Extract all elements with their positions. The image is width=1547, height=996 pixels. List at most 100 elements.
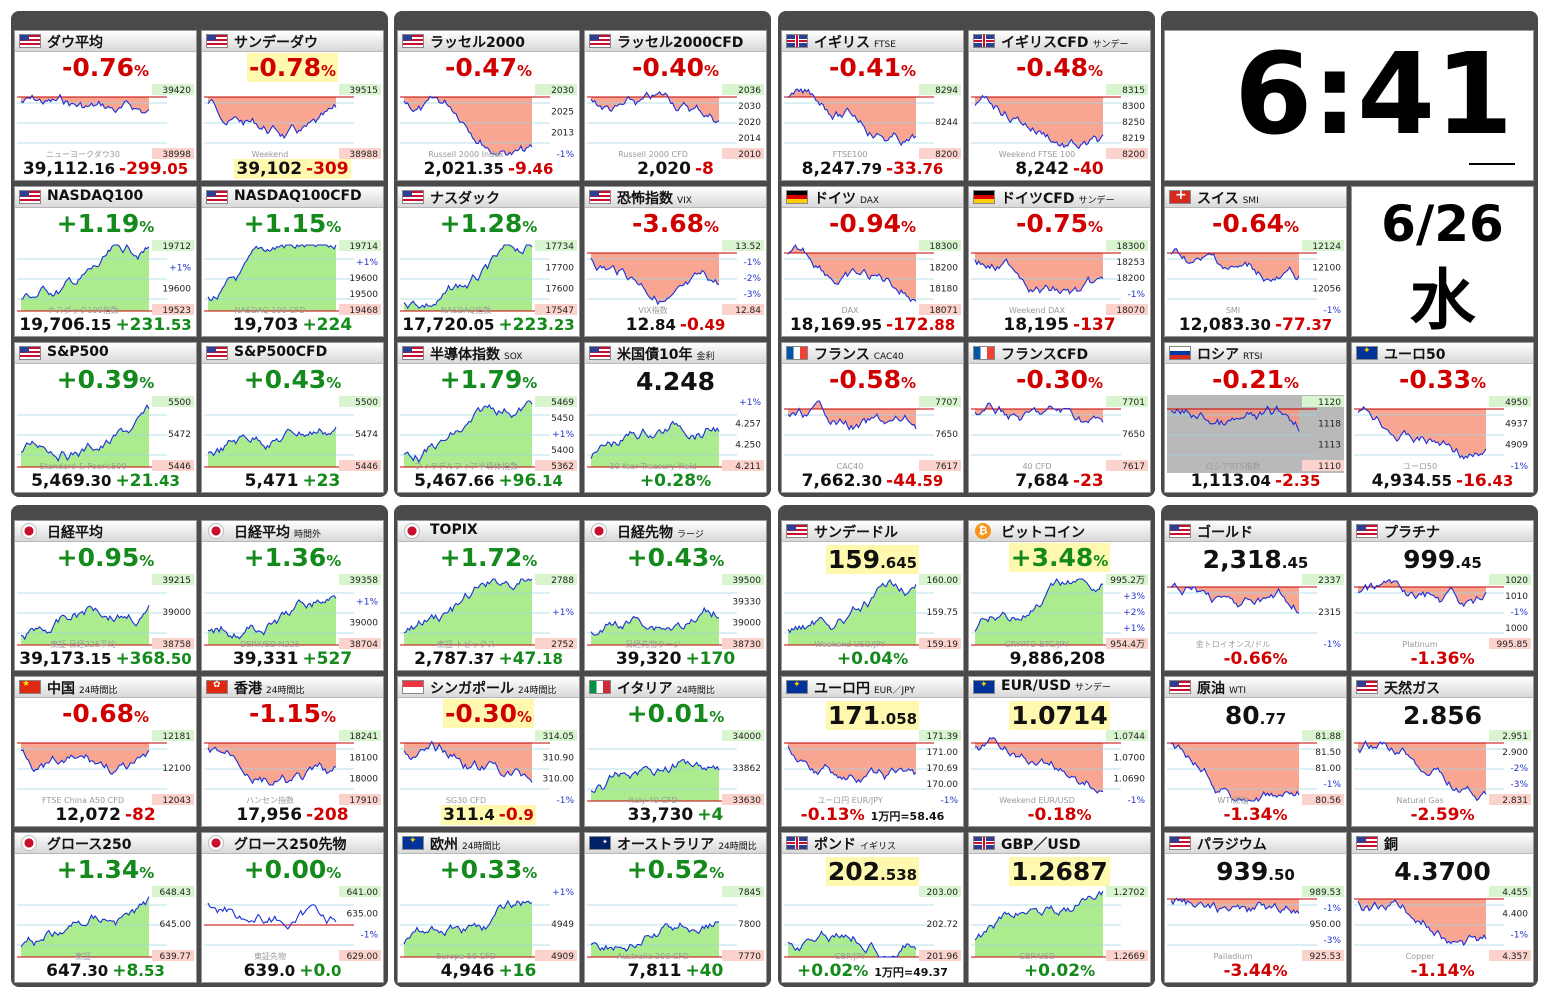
quote-tile[interactable]: 米国債10年 金利 4.248 10-Year Treasury Yield +1% 4.…: [584, 342, 767, 493]
quote-tile[interactable]: 銅 4.3700 Copper 4.455 4.400 -1% 4.357 -1.14%: [1351, 832, 1534, 983]
quote-tile[interactable]: TOPIX +1.72% 東証 トピックス 2788 +1% 2752 2,787.37 +4…: [397, 520, 580, 671]
quote-tile[interactable]: イタリア 24時間比 +0.01% Italy 40 CFD 34000 33862 336…: [584, 676, 767, 827]
change-value: -9.46: [507, 159, 554, 179]
axis-label: 38998: [162, 150, 191, 160]
sparkline-line: [590, 606, 720, 636]
quote-tile[interactable]: 原油 WTI 80.77 WTI原油 81.88 81.50 81.00 -1% 80.56 -1…: [1164, 676, 1347, 827]
quote-tile[interactable]: 日経平均 時間外 +1.36% DERIVED N225 39358 +1% 39000 38…: [201, 520, 384, 671]
quote-tile[interactable]: サンデーダウ -0.78% Weekend 39515 38988 39,102 -309: [201, 30, 384, 181]
axis-label: 8315: [1122, 86, 1145, 96]
change-value: -137: [1073, 315, 1116, 335]
tile-bottom-values: -3.44%: [1165, 961, 1346, 981]
quote-tile[interactable]: パラジウム 939.50 Palladium 989.53 -1% 950.00 -3% 92…: [1164, 832, 1347, 983]
us-flag-icon: [1356, 524, 1378, 538]
quote-tile[interactable]: グロース250 +1.34% 東証 648.43 645.00 639.77 647.30 +…: [14, 832, 197, 983]
quote-tile[interactable]: ドイツCFD サンデー -0.75% Weekend DAX 18300 18253 182…: [968, 186, 1151, 337]
quote-tile[interactable]: イギリスCFD サンデー -0.48% Weekend FTSE 100 8315 830…: [968, 30, 1151, 181]
tile-header: フランス CAC40: [782, 343, 963, 364]
last-value: 33,730: [627, 805, 694, 825]
quote-tile[interactable]: ポンド イギリス 202.538 GBP/JPY 203.00 202.72 201.96 +…: [781, 832, 964, 983]
quote-tile[interactable]: ラッセル2000CFD -0.40% Russell 2000 CFD 2036 203…: [584, 30, 767, 181]
axis-label: 2.831: [1502, 796, 1528, 806]
quote-tile[interactable]: GBP／USD 1.2687 GBP/USD 1.2702 1.2669 +0.02%: [968, 832, 1151, 983]
quote-tile[interactable]: スイスSMI-0.64%SMI121241210012056-1%12,083.…: [1164, 186, 1347, 337]
tile-header: TOPIX: [398, 521, 579, 542]
chart-watermark: Palladium: [1214, 952, 1253, 961]
quote-tile[interactable]: 中国 24時間比 -0.68% FTSE China A50 CFD 12181 1210…: [14, 676, 197, 827]
chart-watermark: DAX: [842, 306, 859, 315]
quote-tile[interactable]: 天然ガス 2.856 Natural Gas 2.951 2.900 -2% -3% 2.83…: [1351, 676, 1534, 827]
quote-tile[interactable]: S&P500 +0.39% Standard & Poor's500 5500 5472…: [14, 342, 197, 493]
quote-tile[interactable]: ナスダック +1.28% NASDAQ指数 17734 17700 17600 17547 1…: [397, 186, 580, 337]
axis-label: 2020: [738, 118, 761, 128]
axis-label: 18070: [1116, 306, 1145, 316]
quote-tile[interactable]: 半導体指数 SOX +1.79% フィラデルフィア半導体指数 5469 5450 +1% 54…: [397, 342, 580, 493]
tile-name-text: ダウ平均: [47, 35, 103, 51]
quote-tile[interactable]: フランスCFD -0.30% 40 CFD 7701 7650 7617 7,684 -23: [968, 342, 1151, 493]
change-value: +96.14: [498, 471, 563, 491]
sparkline-chart: Standard & Poor's500 5500 5472 5446: [17, 396, 194, 472]
sparkline-line: [1170, 897, 1300, 915]
chart-watermark: 10-Year Treasury Yield: [609, 462, 696, 471]
quote-tile[interactable]: シンガポール 24時間比 -0.30% SG30 CFD 314.05 310.90 310…: [397, 676, 580, 827]
tile-name-text: 日経平均: [234, 525, 290, 541]
jp-flag-icon: [404, 523, 420, 539]
quote-tile[interactable]: ユーロ50-0.33%ユーロ50495049374909-1%4,934.55-…: [1351, 342, 1534, 493]
tile-header: シンガポール 24時間比: [398, 677, 579, 698]
quote-tile[interactable]: ラッセル2000 -0.47% Russell 2000 Index 2030 2025…: [397, 30, 580, 181]
axis-label: 8250: [1122, 118, 1145, 128]
quote-tile[interactable]: ダウ平均 -0.76% ニューヨークダウ30 39420 38998 39,112.16-…: [14, 30, 197, 181]
quote-tile[interactable]: サンデードル 159.645 Weekend USD/JPY 160.00 159.75…: [781, 520, 964, 671]
quote-tile[interactable]: ロシア RTSI -0.21% ロシアRTS指数 1120 1118 1113 1110 1,1…: [1164, 342, 1347, 493]
chart-watermark: ハンセン指数: [246, 795, 294, 805]
axis-label: 201.96: [927, 952, 959, 962]
tile-name: NASDAQ100: [47, 188, 143, 204]
quote-tile[interactable]: 香港24時間比-1.15%ハンセン指数182411810018000179101…: [201, 676, 384, 827]
chart-watermark: ロシアRTS指数: [1206, 461, 1261, 471]
quote-tile[interactable]: ゴールド 2,318.45 金トロイオンス/ドル 2337 2315 -1% -0.66%: [1164, 520, 1347, 671]
last-value: 18,169.95: [789, 315, 883, 335]
sparkline-area: [591, 921, 719, 957]
tile-name: ラッセル2000: [430, 32, 525, 52]
quote-tile[interactable]: プラチナ 999.45 Platinum 1020 1010 -1% 1000 995.85 -…: [1351, 520, 1534, 671]
quote-tile[interactable]: 恐怖指数 VIX -3.68% VIX指数 13.52 -1% -2% -3% 12.84 12.…: [584, 186, 767, 337]
it-flag-icon: [589, 680, 611, 694]
clock-underline: [1469, 163, 1515, 165]
quote-tile[interactable]: フランス CAC40 -0.58% CAC40 7707 7650 7617 7,662.30…: [781, 342, 964, 493]
quote-tile[interactable]: イギリス FTSE -0.41% FTSE100 8294 8244 8200 8,247.7…: [781, 30, 964, 181]
change-percent: -0.75%: [1015, 209, 1104, 238]
quote-tile[interactable]: ユーロ円 EUR／JPY 171.058 ユーロ円 EUR/JPY 171.39 171.…: [781, 676, 964, 827]
tile-header: ロシア RTSI: [1165, 343, 1346, 364]
quote-tile[interactable]: グロース250先物 +0.00% 東証先物 641.00 635.00 -1% 629.00…: [201, 832, 384, 983]
chart-watermark: GBP/USD: [1019, 952, 1055, 961]
sparkline-line: [787, 400, 917, 431]
quote-tile[interactable]: S&P500CFD +0.43% 5500 5474 5446 5,471 +23: [201, 342, 384, 493]
axis-label: 8200: [1122, 150, 1145, 160]
last-value: 39,102: [236, 159, 303, 179]
quote-tile[interactable]: 日経先物 ラージ +0.43% 日経先物ラージ 39500 39330 39000 38730…: [584, 520, 767, 671]
tile-name: S&P500CFD: [234, 344, 327, 360]
sparkline-area: [404, 245, 532, 311]
tile-bottom-values: 12,083.30 -77.37: [1165, 315, 1346, 335]
sparkline-line: [975, 736, 1104, 794]
change-value: -0.13%: [800, 805, 865, 825]
quote-tile[interactable]: NASDAQ100CFD +1.15% NASDAQ 100 CFD 19714 +1%…: [201, 186, 384, 337]
axis-label: -1%: [743, 258, 761, 268]
chart-watermark: 東証: [75, 951, 91, 961]
axis-label: 639.77: [160, 952, 192, 962]
sparkline-chart: NASDAQ 100 CFD 19714 +1% 19600 19500 19468: [204, 240, 381, 316]
tile-name: パラジウム: [1197, 834, 1267, 854]
axis-label: 5450: [551, 414, 574, 424]
chart-watermark: SG30 CFD: [446, 796, 486, 805]
quote-tile[interactable]: 日経平均 +0.95% 東証 日経225平均 39215 39000 38758 39,17…: [14, 520, 197, 671]
quote-tile[interactable]: NASDAQ100 +1.19% ナスダック100指数 19712 +1% 19600 19…: [14, 186, 197, 337]
quote-tile[interactable]: ₿ ビットコイン +3.48% CRYPTO BTC/JPY 995.2万 +3% +2% +…: [968, 520, 1151, 671]
tile-bottom-values: 647.30 +8.53: [15, 961, 196, 981]
axis-label: -3%: [743, 290, 761, 300]
quote-tile[interactable]: ドイツ DAX -0.94% DAX 18300 18200 18180 18071 18,16…: [781, 186, 964, 337]
axis-label: +3%: [1123, 592, 1145, 602]
date-box: 6/26 水: [1351, 186, 1534, 339]
